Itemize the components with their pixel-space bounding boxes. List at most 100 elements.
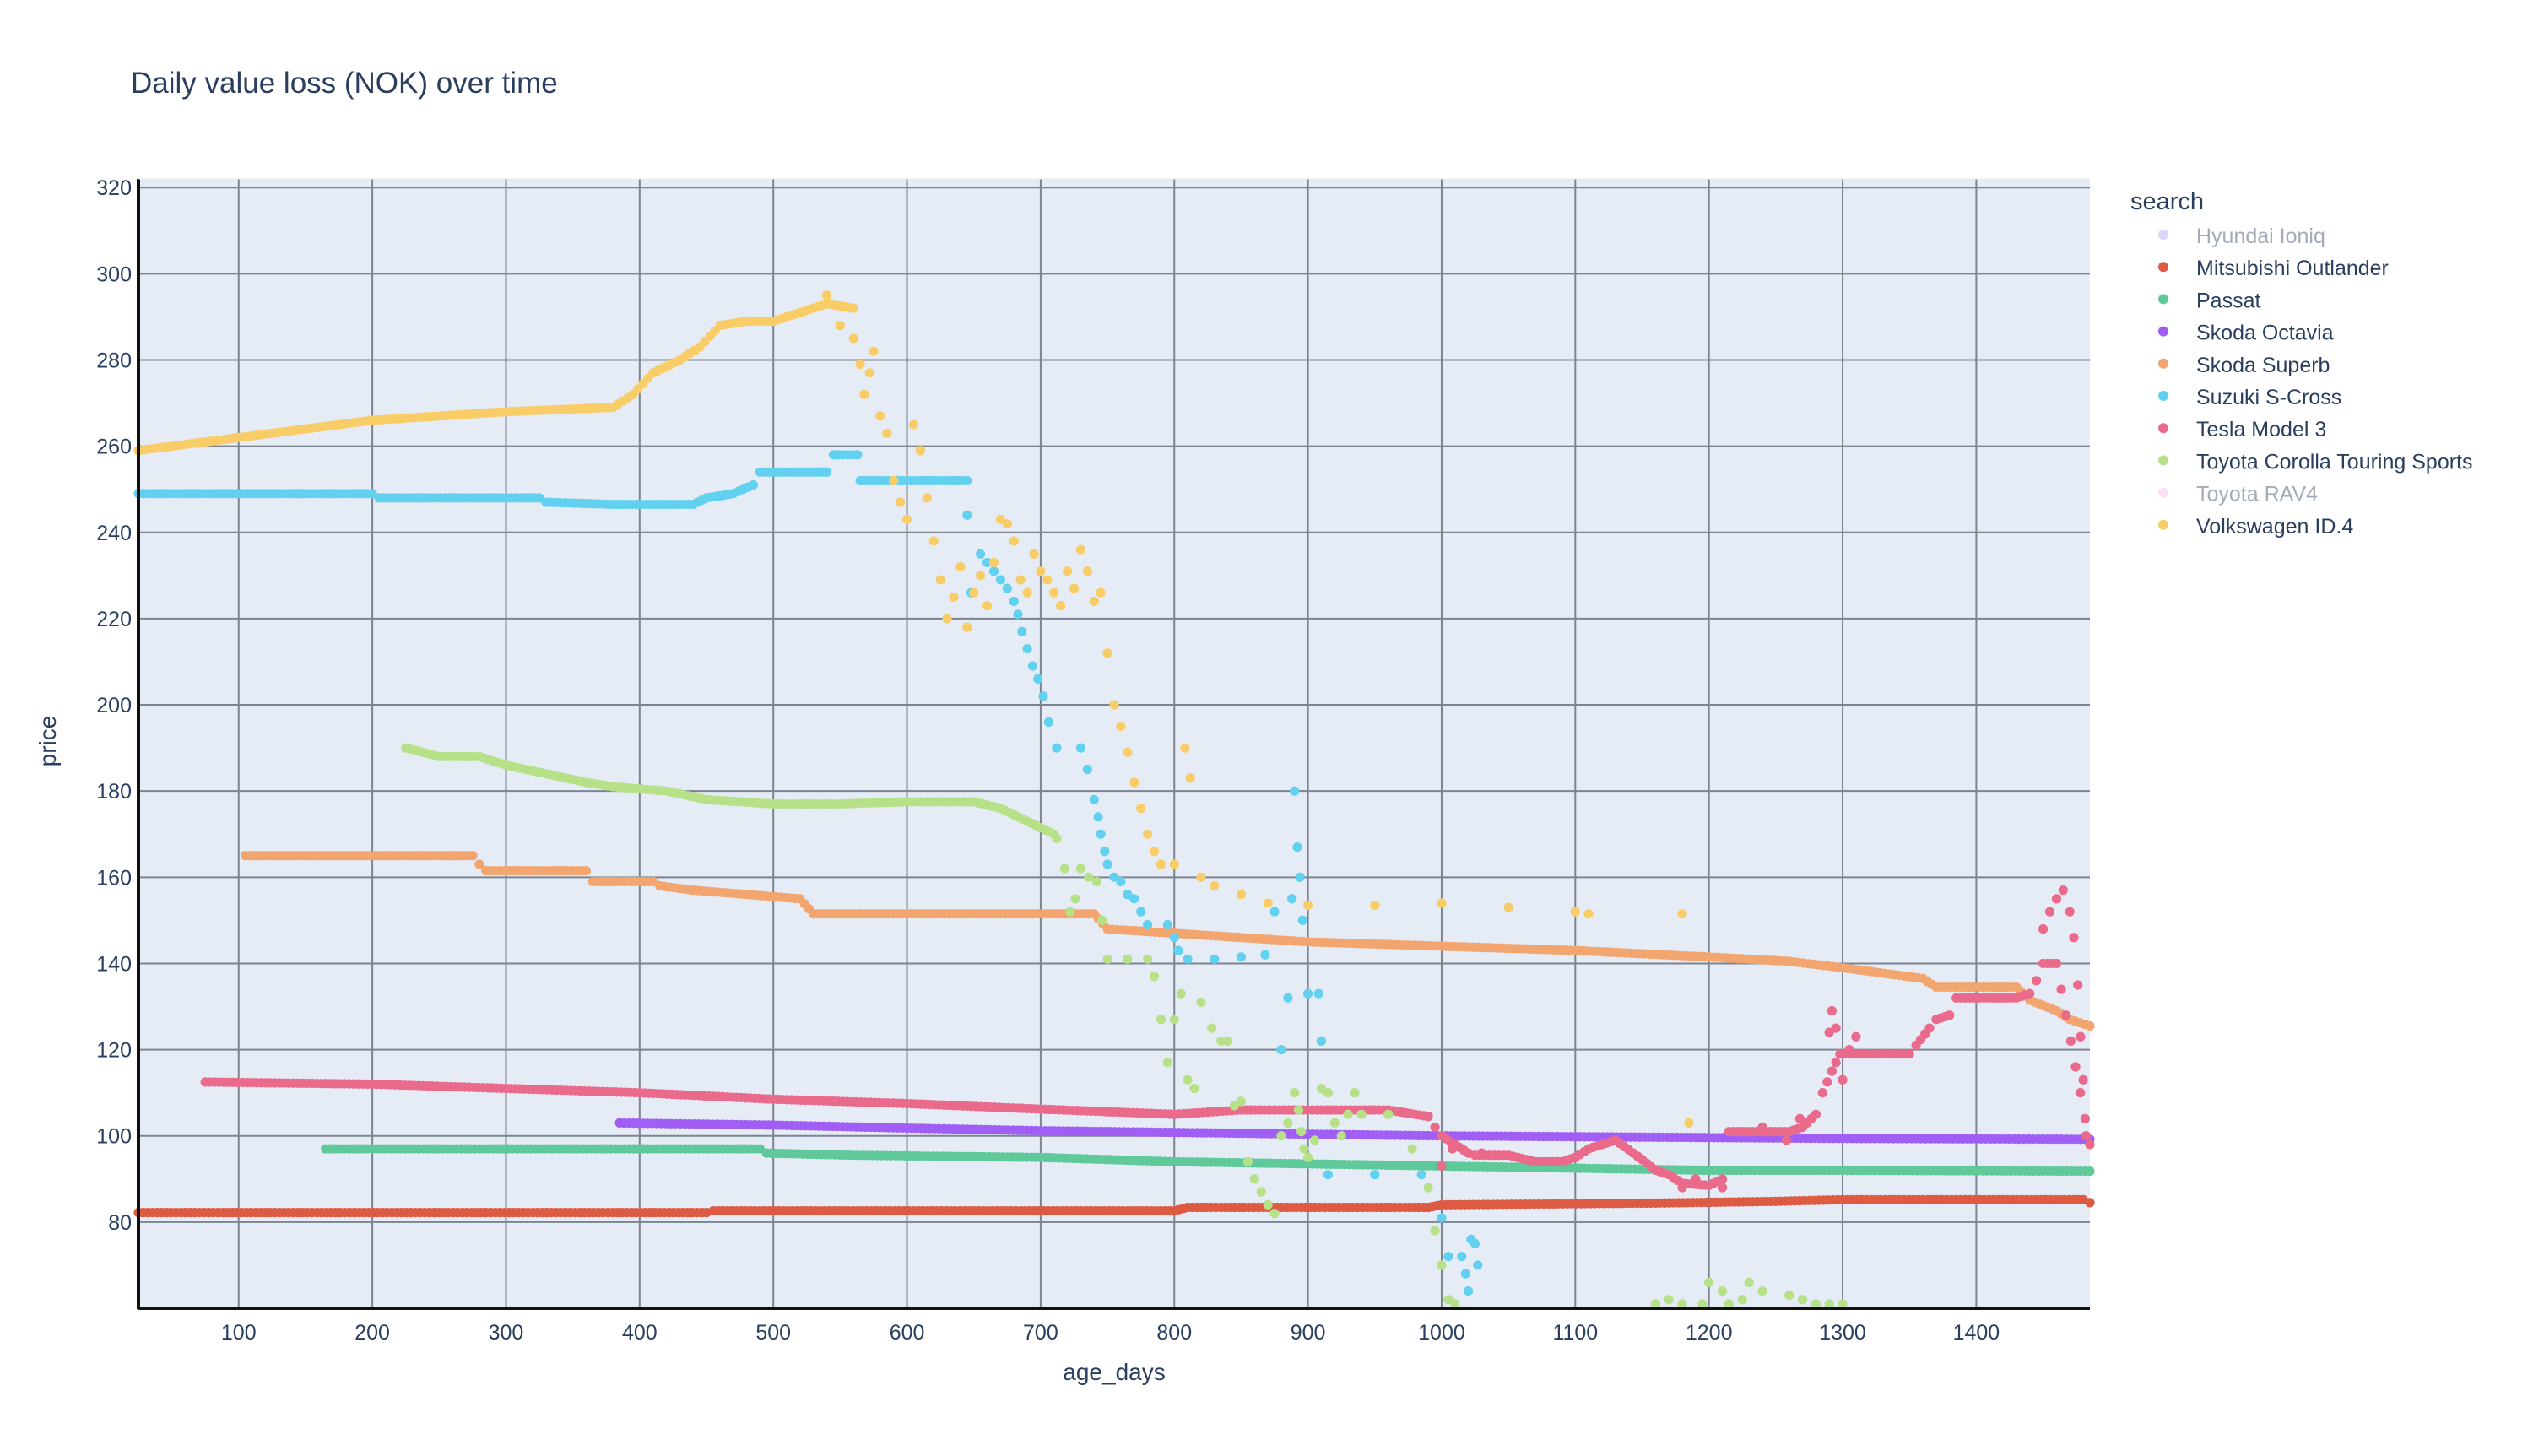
data-point	[1009, 536, 1019, 546]
data-point	[1096, 587, 1106, 598]
data-point	[1109, 700, 1119, 710]
data-point	[1156, 859, 1166, 869]
series-volkswagen-id-4	[133, 290, 1694, 1129]
data-point	[1223, 1036, 1233, 1046]
data-point	[1263, 898, 1273, 908]
data-point	[1123, 747, 1133, 757]
data-point	[1236, 890, 1247, 900]
data-point	[1350, 1088, 1360, 1098]
legend-item-skoda-superb[interactable]: Skoda Superb	[2158, 354, 2330, 377]
data-point	[1089, 596, 1099, 607]
data-point	[864, 368, 874, 378]
data-point	[1303, 988, 1313, 999]
data-point	[853, 450, 863, 460]
x-tick-label: 800	[1156, 1321, 1192, 1345]
data-point	[1811, 1299, 1821, 1309]
data-point	[755, 1144, 765, 1154]
legend-item-volkswagen-id-4[interactable]: Volkswagen ID.4	[2158, 515, 2353, 539]
data-point	[889, 475, 899, 486]
data-point	[1945, 1010, 1955, 1020]
data-point	[1437, 1161, 1447, 1172]
data-point	[901, 514, 912, 525]
data-point	[1851, 1031, 1861, 1042]
data-point	[1437, 1213, 1447, 1223]
data-point	[1697, 1299, 1708, 1309]
data-point	[1093, 812, 1103, 822]
x-tick-label: 1000	[1418, 1321, 1465, 1345]
plot-background	[138, 179, 2090, 1308]
data-point	[1437, 898, 1447, 908]
data-point	[1052, 743, 1062, 753]
data-point	[1189, 1083, 1199, 1094]
y-tick-label: 180	[96, 780, 132, 804]
x-tick-label: 1200	[1686, 1321, 1733, 1345]
data-point	[1183, 1074, 1193, 1085]
data-point	[1242, 1156, 1253, 1166]
data-point	[2078, 1074, 2088, 1085]
data-point	[1276, 1131, 1286, 1141]
data-point	[935, 575, 945, 585]
legend-marker	[2158, 262, 2168, 273]
data-point	[1831, 1023, 1841, 1033]
data-point	[1059, 863, 1070, 874]
data-point	[1924, 1023, 1935, 1033]
data-point	[1407, 1144, 1417, 1154]
legend-item-toyota-corolla-touring-sports[interactable]: Toyota Corolla Touring Sports	[2158, 450, 2473, 474]
legend-item-skoda-octavia[interactable]: Skoda Octavia	[2158, 322, 2334, 345]
data-point	[1116, 721, 1126, 732]
data-point	[859, 389, 869, 399]
data-point	[748, 479, 759, 490]
data-point	[2085, 1166, 2095, 1177]
legend-item-passat[interactable]: Passat	[2158, 289, 2260, 312]
data-point	[1684, 1118, 1694, 1129]
data-point	[1129, 894, 1139, 904]
series-mitsubishi-outlander	[133, 1194, 2095, 1218]
data-point	[1691, 1174, 1701, 1184]
data-point	[2073, 980, 2083, 990]
data-point	[1142, 829, 1153, 839]
legend-label: Hyundai Ioniq	[2196, 225, 2325, 248]
x-tick-label: 1100	[1552, 1321, 1598, 1345]
data-point	[1794, 1113, 1805, 1123]
legend-item-tesla-model-3[interactable]: Tesla Model 3	[2158, 418, 2326, 441]
data-point	[1303, 1152, 1313, 1162]
data-point	[1069, 583, 1080, 593]
legend-item-mitsubishi-outlander[interactable]: Mitsubishi Outlander	[2158, 257, 2389, 280]
data-point	[1303, 900, 1313, 911]
legend[interactable]: Hyundai Ioniq Mitsubishi Outlander Passat S…	[2158, 225, 2473, 539]
axes: 100 200 300 400 500 600 700 800 900 1000 1100 1200 1…	[96, 176, 2090, 1345]
data-point	[1299, 1144, 1309, 1154]
data-point	[2070, 1062, 2081, 1072]
data-point	[2085, 1198, 2095, 1208]
data-point	[1129, 777, 1139, 788]
data-point	[1457, 1252, 1467, 1262]
legend-item-hyundai-ioniq[interactable]: Hyundai Ioniq	[2158, 225, 2325, 248]
data-point	[1156, 1015, 1166, 1025]
data-point	[1316, 1083, 1327, 1094]
legend-label: Toyota RAV4	[2196, 483, 2318, 506]
data-point	[848, 303, 858, 313]
data-point	[1176, 988, 1186, 999]
legend-item-suzuki-s-cross[interactable]: Suzuki S-Cross	[2158, 386, 2341, 409]
data-point	[1142, 919, 1153, 930]
data-point	[1784, 1291, 1794, 1301]
data-point	[1570, 907, 1580, 917]
data-point	[1664, 1295, 1674, 1305]
data-point	[2085, 1139, 2095, 1150]
legend-marker	[2158, 391, 2168, 401]
chart-title: Daily value loss (NOK) over time	[131, 67, 558, 100]
data-points	[133, 290, 2095, 1309]
data-point	[1263, 1199, 1273, 1210]
data-point	[1744, 1277, 1754, 1287]
data-point	[962, 475, 972, 486]
data-point	[1162, 919, 1172, 930]
data-point	[1002, 518, 1012, 529]
data-point	[1838, 1074, 1848, 1085]
legend-label: Skoda Octavia	[2196, 322, 2334, 345]
data-point	[1196, 872, 1206, 882]
legend-item-toyota-rav4[interactable]: Toyota RAV4	[2158, 483, 2318, 506]
data-point	[1443, 1252, 1453, 1262]
data-point	[955, 562, 966, 572]
data-point	[1323, 1170, 1333, 1180]
data-point	[1423, 1112, 1433, 1122]
